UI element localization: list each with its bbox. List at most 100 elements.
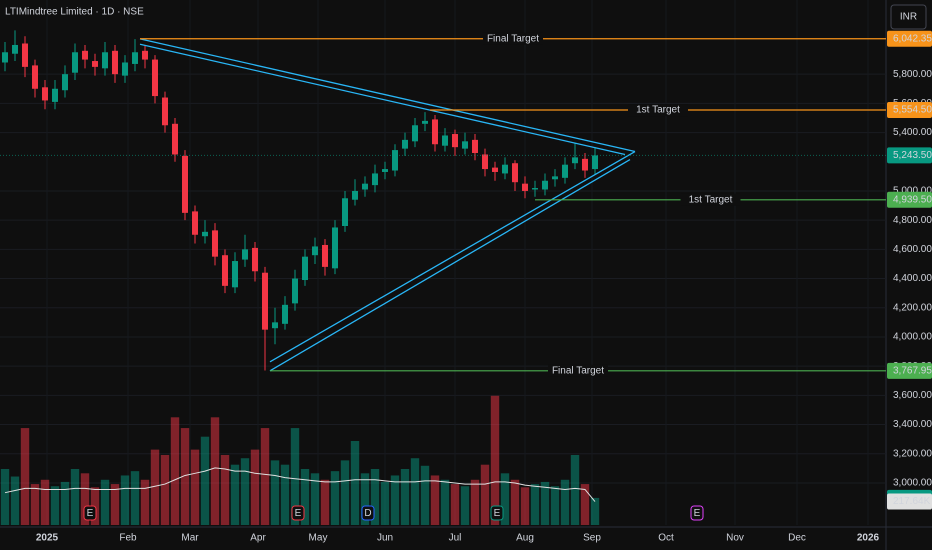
volume-bar [420, 465, 430, 525]
event-label: D [364, 508, 371, 519]
x-tick-label: May [309, 533, 328, 544]
candle-body [232, 261, 238, 288]
volume-bar [300, 469, 310, 525]
event-icon [361, 505, 375, 521]
y-tick-label: 3,400.00 [893, 419, 932, 430]
volume-bar [320, 479, 330, 525]
x-tick-label: Jun [377, 533, 393, 544]
x-tick-label: 2025 [36, 533, 59, 544]
event-label: E [494, 508, 501, 519]
candle-body [212, 230, 218, 257]
volume-ma-line [4, 467, 596, 502]
target-badge [887, 362, 932, 379]
candle-body [122, 62, 128, 76]
y-tick-label: 5,400.00 [893, 127, 932, 138]
volume-bar [450, 484, 460, 525]
candle-body [12, 44, 18, 54]
volume-bar [200, 436, 210, 525]
volume-bar [580, 484, 590, 525]
candle-body [172, 123, 178, 155]
candle-body [482, 154, 488, 170]
candle-body [222, 255, 228, 286]
x-tick-label: Sep [583, 533, 601, 544]
candle-body [532, 188, 538, 190]
volume-bar [490, 395, 500, 525]
volume-badge-label: 217.64K [893, 496, 931, 507]
candle-body [102, 52, 108, 69]
x-tick-label: Nov [726, 533, 744, 544]
candle-body [382, 169, 388, 172]
candle-body [192, 211, 198, 235]
candle-body [22, 43, 28, 67]
candle-body [542, 180, 548, 190]
volume-bar [570, 455, 580, 525]
volume-bar [240, 458, 250, 525]
candle-body [472, 139, 478, 154]
volume-bar [410, 458, 420, 525]
volume-bar [310, 473, 320, 525]
volume-bar [270, 460, 280, 525]
candle-body [92, 61, 98, 67]
x-tick-label: Aug [516, 533, 534, 544]
target-badge [887, 191, 932, 208]
trendline [139, 38, 636, 153]
volume-bar [280, 464, 290, 525]
candle-body [492, 167, 498, 172]
volume-bar [130, 471, 140, 525]
volume-bar [140, 479, 150, 525]
candle-body [352, 190, 358, 200]
price-pane: Final Target 1st Target 1st Target Final Ta… [0, 30, 886, 521]
currency-button[interactable] [890, 4, 927, 30]
volume-bar [510, 479, 520, 525]
volume-bar [70, 469, 80, 525]
volume-bar [480, 464, 490, 525]
trendline [139, 43, 626, 156]
target-label: Final Target [487, 33, 539, 44]
volume-bar [290, 428, 300, 525]
target-badge [887, 102, 932, 119]
x-tick-label: 2026 [857, 533, 880, 544]
volume-bar [110, 484, 120, 525]
candle-body [272, 322, 278, 329]
volume-bar [0, 469, 10, 525]
y-tick-label: 4,200.00 [893, 302, 932, 313]
last-price-label: 5,243.50 [893, 150, 932, 161]
target-label: 1st Target [636, 105, 680, 116]
target-badge-label: 3,767.95 [893, 365, 932, 376]
candle-body [552, 176, 558, 180]
target-label: 1st Target [689, 194, 733, 205]
currency-label[interactable]: INR [900, 12, 917, 23]
volume-bar [220, 455, 230, 525]
candle-body [292, 278, 298, 304]
volume-bar [60, 481, 70, 525]
volume-bar [250, 449, 260, 525]
x-tick-label: Apr [250, 533, 266, 544]
candle-body [62, 74, 68, 91]
volume-bar [260, 428, 270, 525]
last-price-badge [887, 147, 932, 164]
candle-body [362, 183, 368, 190]
event-icon [490, 505, 504, 521]
volume-bar [190, 449, 200, 525]
volume-bar [530, 484, 540, 525]
event-icon [690, 505, 704, 521]
volume-bar [470, 479, 480, 525]
volume-bar [230, 464, 240, 525]
trendline [269, 150, 636, 363]
candle-body [262, 272, 268, 330]
candle-body [182, 155, 188, 213]
candle-body [592, 155, 598, 170]
volume-bar [390, 475, 400, 525]
candle-body [242, 249, 248, 260]
y-tick-label: 5,800.00 [893, 69, 932, 80]
volume-bar [500, 473, 510, 525]
candle-body [462, 141, 468, 149]
target-badge [887, 30, 932, 47]
axes: 3,000.003,200.003,400.003,600.003,800.00… [36, 30, 932, 544]
volume-bar [430, 475, 440, 525]
candle-body [582, 158, 588, 171]
volume-bar [560, 479, 570, 525]
candle-body [402, 139, 408, 149]
